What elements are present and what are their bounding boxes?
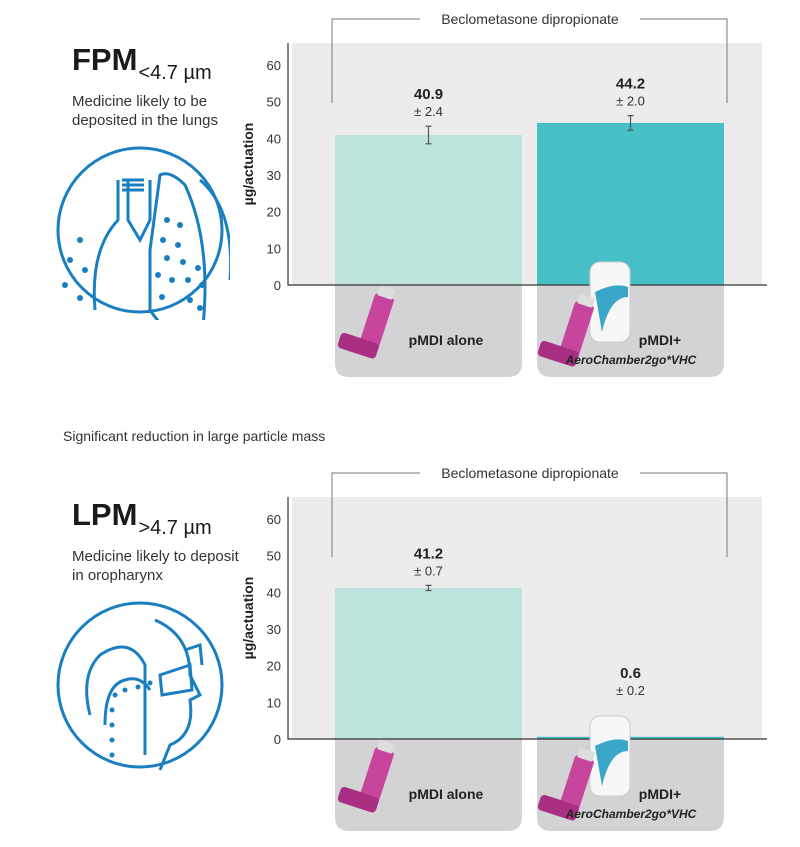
lpm-title: LPM>4.7 µm bbox=[72, 497, 252, 539]
category-label: pMDI+ bbox=[639, 786, 681, 802]
y-tick-label: 60 bbox=[267, 512, 281, 527]
oropharynx-inhalation-icon bbox=[56, 601, 224, 771]
spacer-stripe bbox=[595, 285, 628, 332]
fpm-subscript: <4.7 µm bbox=[138, 62, 212, 84]
lpm-subscript: >4.7 µm bbox=[138, 517, 212, 539]
fpm-title: FPM<4.7 µm bbox=[72, 42, 252, 84]
y-axis-label: µg/actuation bbox=[240, 577, 256, 660]
y-tick-label: 0 bbox=[274, 278, 281, 293]
category-label: pMDI alone bbox=[409, 786, 484, 802]
chart-title: Beclometasone dipropionate bbox=[441, 465, 619, 481]
bar-1 bbox=[537, 122, 724, 285]
y-tick-label: 10 bbox=[267, 241, 281, 256]
bracket bbox=[331, 472, 728, 557]
category-label: pMDI+ bbox=[639, 332, 681, 348]
inhaler-icon bbox=[337, 740, 395, 813]
error-label: ± 0.2 bbox=[616, 683, 645, 698]
bar-0 bbox=[335, 587, 522, 739]
lpm-panel: LPM>4.7 µm Medicine likely to deposit in… bbox=[72, 497, 252, 585]
inhaler-cap bbox=[377, 286, 395, 300]
inhaler-mouthpiece bbox=[537, 340, 579, 367]
fpm-panel: FPM<4.7 µm Medicine likely to be deposit… bbox=[72, 42, 252, 130]
value-label: 40.9 bbox=[414, 86, 443, 103]
category-sublabel: AeroChamber2go*VHC bbox=[565, 353, 697, 367]
inhaler-icon bbox=[337, 286, 395, 359]
category-sublabel: AeroChamber2go*VHC bbox=[565, 807, 697, 821]
value-label: 0.6 bbox=[620, 665, 641, 682]
inhaler-cap bbox=[577, 748, 595, 762]
inhaler-icon bbox=[537, 748, 595, 821]
y-axis-label: µg/actuation bbox=[240, 123, 256, 206]
y-tick-label: 20 bbox=[267, 659, 281, 674]
error-bar bbox=[425, 125, 432, 145]
fpm-chart: 40.9± 2.4 44.2± 2.0 0 10 20 30 40 50 60 µg/actuat… bbox=[240, 11, 767, 377]
y-tick-label: 30 bbox=[267, 622, 281, 637]
bracket bbox=[331, 18, 728, 103]
inhaler-cap bbox=[377, 740, 395, 754]
value-label: 41.2 bbox=[414, 545, 443, 562]
category-label-box bbox=[335, 285, 522, 377]
y-tick-label: 40 bbox=[267, 131, 281, 146]
error-bar bbox=[627, 115, 634, 131]
inhaler-canister bbox=[359, 747, 394, 805]
lpm-chart: 41.2± 0.7 0.6± 0.2 0 10 20 30 40 50 60 µg/actuati… bbox=[240, 465, 767, 831]
error-bar bbox=[425, 584, 432, 592]
y-tick-label: 60 bbox=[267, 58, 281, 73]
y-tick-label: 10 bbox=[267, 695, 281, 710]
y-tick-label: 30 bbox=[267, 168, 281, 183]
chart-title: Beclometasone dipropionate bbox=[441, 11, 619, 27]
inhaler-mouthpiece bbox=[537, 794, 579, 821]
y-tick-label: 50 bbox=[267, 95, 281, 110]
inhaler-canister bbox=[559, 301, 594, 359]
inhaler-canister bbox=[559, 755, 594, 813]
spacer-stripe bbox=[595, 739, 628, 786]
fpm-label: FPM bbox=[72, 42, 138, 77]
inhaler-cap bbox=[577, 294, 595, 308]
error-label: ± 2.0 bbox=[616, 94, 645, 109]
inhaler-icon bbox=[537, 294, 595, 367]
lpm-label: LPM bbox=[72, 497, 138, 532]
error-label: ± 0.7 bbox=[414, 563, 443, 578]
value-label: 44.2 bbox=[616, 76, 645, 93]
inhaler-canister bbox=[359, 293, 394, 351]
lungs-icon bbox=[56, 146, 230, 320]
lpm-description: Medicine likely to deposit in oropharynx bbox=[72, 548, 239, 584]
category-label-box bbox=[335, 739, 522, 831]
inhaler-mouthpiece bbox=[337, 786, 379, 813]
y-tick-label: 20 bbox=[267, 205, 281, 220]
error-label: ± 2.4 bbox=[414, 104, 443, 119]
inhaler-mouthpiece bbox=[337, 332, 379, 359]
category-label: pMDI alone bbox=[409, 332, 484, 348]
y-tick-label: 40 bbox=[267, 585, 281, 600]
y-tick-label: 50 bbox=[267, 549, 281, 564]
bar-0 bbox=[335, 135, 522, 285]
note-text: Significant reduction in large particle … bbox=[63, 428, 326, 444]
y-tick-label: 0 bbox=[274, 732, 281, 747]
fpm-description: Medicine likely to be deposited in the l… bbox=[72, 93, 218, 129]
